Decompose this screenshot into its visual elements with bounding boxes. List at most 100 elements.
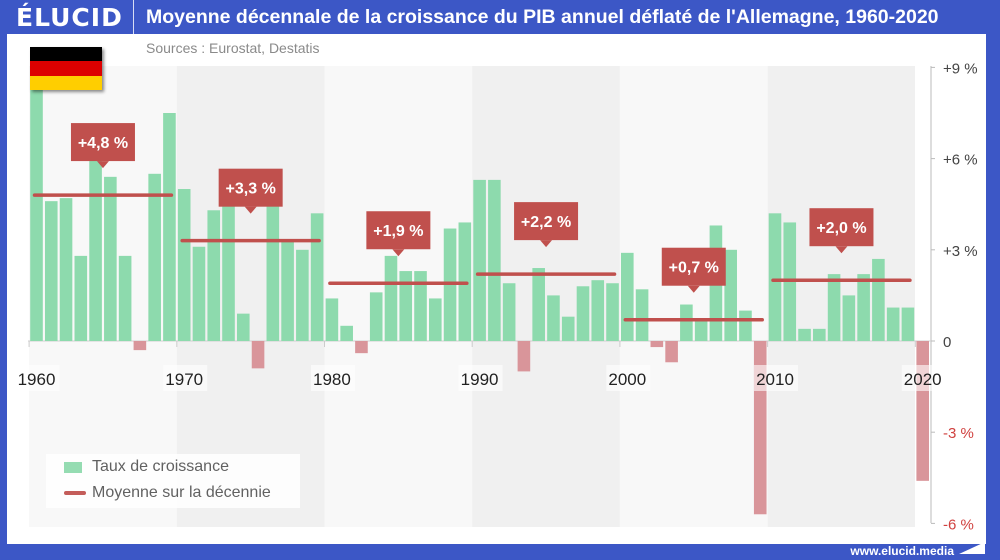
average-callout-pointer	[835, 246, 848, 254]
germany-flag-icon	[30, 47, 102, 90]
legend-bars-label: Taux de croissance	[92, 458, 229, 475]
chart-title: Moyenne décennale de la croissance du PI…	[146, 6, 939, 28]
bar-1976	[266, 192, 280, 341]
average-callout-pointer	[244, 206, 257, 214]
bar-2017	[872, 258, 885, 341]
x-tick-label-1970: 1970	[165, 370, 203, 389]
legend-item-line: Moyenne sur la décennie	[64, 484, 271, 502]
x-tick-label-1990: 1990	[461, 370, 499, 389]
average-callout-pointer	[540, 240, 553, 248]
y-tick-label: -6 %	[943, 516, 974, 533]
elucid-corner-logo-icon	[959, 542, 985, 554]
average-callout-pointer	[392, 249, 405, 257]
bar-1999	[606, 283, 619, 341]
bar-2007	[724, 249, 737, 341]
bar-1998	[591, 280, 605, 341]
bar-1961	[44, 201, 58, 341]
bar-2020	[916, 341, 929, 481]
bar-1982	[355, 341, 368, 354]
average-callout-label: +0,7 %	[669, 260, 719, 277]
legend-line-swatch-icon	[64, 491, 86, 495]
bar-1966	[118, 255, 132, 341]
bar-1992	[502, 283, 516, 341]
bar-1979	[310, 213, 324, 341]
bar-1993	[517, 341, 531, 372]
bar-2003	[665, 341, 678, 363]
legend-bar-swatch-icon	[64, 461, 82, 473]
footer-url-link[interactable]: www.elucid.media	[850, 544, 954, 558]
bar-1960	[30, 79, 43, 341]
y-tick-label: +9 %	[943, 60, 978, 77]
average-callout-label: +2,2 %	[521, 214, 571, 231]
bar-1971	[192, 246, 206, 341]
average-callout-label: +1,9 %	[373, 223, 423, 240]
legend-line-label: Moyenne sur la décennie	[92, 484, 271, 501]
bar-2010	[768, 213, 782, 341]
bar-1997	[576, 286, 590, 341]
bar-1974	[236, 313, 250, 341]
x-tick-label-bg	[458, 365, 503, 391]
x-tick-label-bg	[163, 365, 208, 391]
bar-1965	[104, 176, 117, 341]
bar-1994	[532, 268, 545, 341]
bar-1995	[547, 295, 560, 341]
y-tick-label: +6 %	[943, 152, 978, 169]
average-callout-box	[218, 168, 283, 207]
bar-1972	[207, 210, 221, 341]
bar-1986	[414, 271, 427, 341]
average-callout-pointer	[687, 285, 700, 293]
x-tick-label-2000: 2000	[608, 370, 646, 389]
sources-note: Sources : Eurostat, Destatis	[146, 40, 320, 56]
bar-2019	[901, 307, 915, 341]
bar-2001	[635, 289, 649, 341]
bar-2015	[842, 295, 856, 341]
bar-2012	[798, 328, 811, 341]
bar-1980	[325, 298, 339, 341]
elucid-logo: ÉLUCID	[16, 3, 123, 32]
bar-1975	[251, 341, 265, 369]
bar-2016	[857, 274, 870, 341]
bar-1991	[488, 179, 501, 341]
header-bar: ÉLUCID Moyenne décennale de la croissanc…	[0, 0, 1000, 34]
average-callout-pointer	[96, 161, 109, 169]
y-tick-label: +3 %	[943, 243, 978, 260]
average-callout-label: +4,8 %	[78, 135, 128, 152]
average-callout-label: +3,3 %	[226, 181, 276, 198]
bar-1963	[74, 255, 88, 341]
average-callout-box	[809, 208, 874, 247]
bar-2004	[680, 304, 693, 341]
bar-1984	[384, 255, 398, 341]
bar-1969	[163, 113, 176, 341]
bar-1964	[89, 137, 102, 341]
x-tick-label-2010: 2010	[756, 370, 794, 389]
x-tick-label-bg	[901, 365, 946, 391]
x-tick-label-bg	[15, 365, 60, 391]
bar-1990	[473, 179, 486, 341]
bar-1983	[369, 292, 383, 341]
x-tick-label-1980: 1980	[313, 370, 351, 389]
bar-2018	[886, 307, 900, 341]
bar-2014	[827, 274, 841, 341]
bar-2005	[694, 319, 708, 341]
average-callout-box	[70, 123, 135, 162]
legend: Taux de croissance Moyenne sur la décenn…	[46, 454, 300, 508]
x-tick-label-bg	[606, 365, 651, 391]
y-tick-label: 0	[943, 334, 951, 351]
x-tick-label-bg	[754, 365, 798, 391]
bar-1977	[281, 240, 294, 341]
bar-1985	[399, 271, 413, 341]
average-callout-box	[366, 211, 431, 250]
bar-1968	[148, 173, 161, 341]
bar-1987	[428, 298, 442, 341]
bar-1973	[222, 195, 235, 341]
header-divider	[133, 0, 134, 34]
bar-1996	[561, 316, 575, 341]
x-tick-label-1960: 1960	[18, 370, 56, 389]
x-tick-label-2020: 2020	[904, 370, 942, 389]
bar-2002	[650, 341, 664, 348]
bar-2000	[621, 252, 634, 341]
bar-2013	[813, 328, 826, 341]
bar-1981	[340, 325, 353, 341]
bar-2008	[739, 310, 752, 341]
